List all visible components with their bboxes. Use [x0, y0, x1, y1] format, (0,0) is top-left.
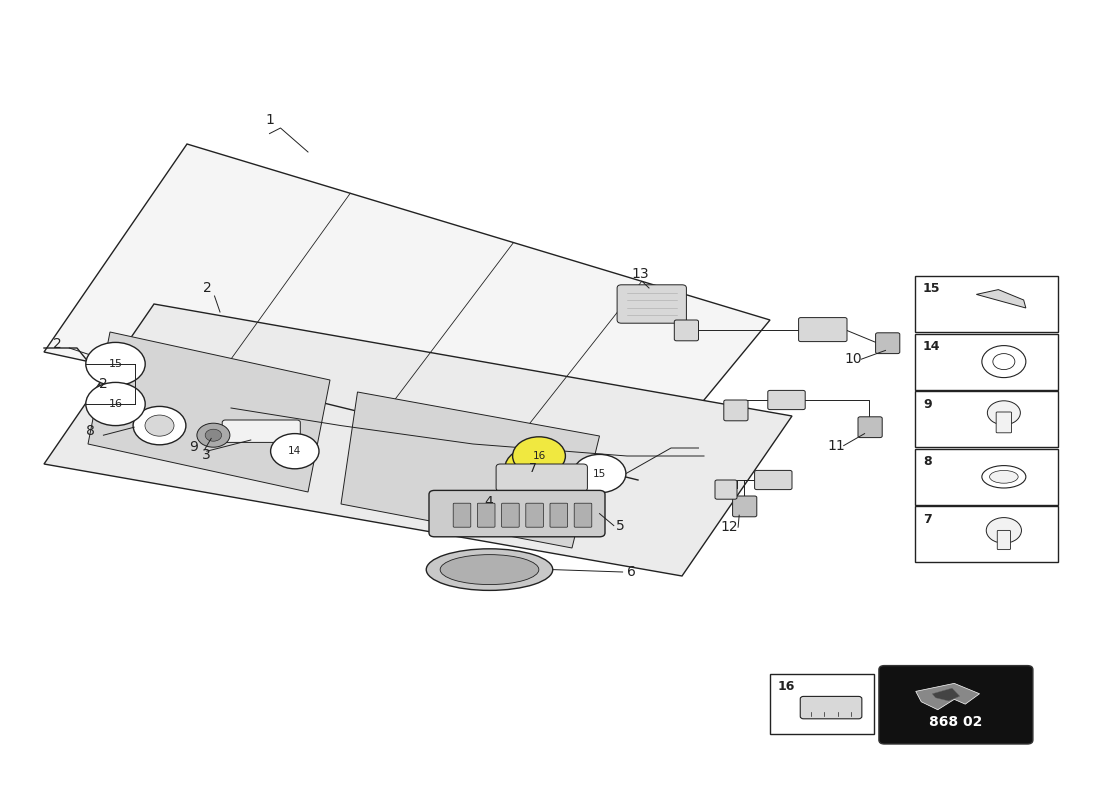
Text: 10: 10 [845, 352, 862, 366]
Text: 7: 7 [923, 513, 932, 526]
FancyBboxPatch shape [477, 503, 495, 527]
Ellipse shape [440, 554, 539, 585]
FancyBboxPatch shape [526, 503, 543, 527]
Circle shape [133, 406, 186, 445]
Ellipse shape [982, 466, 1026, 488]
FancyBboxPatch shape [222, 420, 300, 442]
FancyBboxPatch shape [879, 666, 1033, 744]
FancyBboxPatch shape [915, 391, 1058, 447]
Circle shape [988, 401, 1021, 425]
FancyBboxPatch shape [724, 400, 748, 421]
Text: a passion for parts since 1985: a passion for parts since 1985 [299, 446, 625, 570]
FancyBboxPatch shape [550, 503, 568, 527]
Circle shape [573, 454, 626, 493]
FancyBboxPatch shape [755, 470, 792, 490]
Polygon shape [977, 290, 1026, 308]
Text: 1: 1 [265, 113, 274, 127]
Text: 2: 2 [99, 377, 108, 391]
FancyBboxPatch shape [617, 285, 686, 323]
Text: 6: 6 [627, 565, 636, 579]
Text: 15: 15 [593, 469, 606, 478]
FancyBboxPatch shape [799, 318, 847, 342]
Circle shape [205, 429, 222, 442]
Text: 7: 7 [529, 462, 538, 474]
Polygon shape [341, 392, 600, 548]
Polygon shape [88, 332, 330, 492]
Text: 3: 3 [202, 448, 211, 462]
FancyBboxPatch shape [800, 696, 862, 718]
Ellipse shape [427, 549, 552, 590]
Text: 16: 16 [109, 399, 122, 409]
Polygon shape [933, 688, 959, 701]
Text: eurocarparts: eurocarparts [241, 327, 683, 521]
FancyBboxPatch shape [674, 320, 698, 341]
Text: 2: 2 [53, 337, 62, 351]
Text: 9: 9 [189, 440, 198, 454]
Text: 868 02: 868 02 [930, 715, 982, 729]
Ellipse shape [990, 470, 1019, 483]
Circle shape [513, 437, 565, 475]
Text: 5: 5 [616, 519, 625, 534]
Circle shape [271, 434, 319, 469]
Polygon shape [915, 683, 980, 710]
FancyBboxPatch shape [715, 480, 737, 499]
Text: 16: 16 [532, 451, 546, 461]
FancyBboxPatch shape [770, 674, 875, 734]
Circle shape [197, 423, 230, 447]
FancyBboxPatch shape [496, 464, 587, 491]
FancyBboxPatch shape [997, 412, 1012, 433]
Text: 15: 15 [923, 282, 940, 295]
FancyBboxPatch shape [915, 506, 1058, 562]
Circle shape [145, 415, 174, 436]
Text: 2: 2 [204, 281, 212, 295]
Text: 13: 13 [631, 267, 649, 282]
FancyBboxPatch shape [858, 417, 882, 438]
Text: 12: 12 [720, 520, 738, 534]
Text: 9: 9 [923, 398, 932, 410]
Text: 14: 14 [288, 446, 301, 456]
FancyBboxPatch shape [502, 503, 519, 527]
FancyBboxPatch shape [915, 276, 1058, 332]
FancyBboxPatch shape [453, 503, 471, 527]
Text: 11: 11 [827, 438, 845, 453]
FancyBboxPatch shape [733, 496, 757, 517]
Circle shape [505, 447, 562, 489]
Text: 16: 16 [778, 680, 795, 693]
FancyBboxPatch shape [998, 530, 1011, 550]
Text: 8: 8 [923, 455, 932, 468]
FancyBboxPatch shape [574, 503, 592, 527]
Text: 14: 14 [923, 340, 940, 353]
Circle shape [86, 342, 145, 386]
Circle shape [993, 354, 1015, 370]
Polygon shape [44, 144, 770, 480]
Circle shape [982, 346, 1026, 378]
Text: 8: 8 [86, 424, 95, 438]
FancyBboxPatch shape [915, 334, 1058, 390]
Circle shape [987, 518, 1022, 543]
Circle shape [86, 382, 145, 426]
FancyBboxPatch shape [915, 449, 1058, 505]
FancyBboxPatch shape [876, 333, 900, 354]
Text: 15: 15 [109, 359, 122, 369]
FancyBboxPatch shape [768, 390, 805, 410]
FancyBboxPatch shape [429, 490, 605, 537]
Polygon shape [44, 304, 792, 576]
Text: 4: 4 [484, 494, 493, 509]
